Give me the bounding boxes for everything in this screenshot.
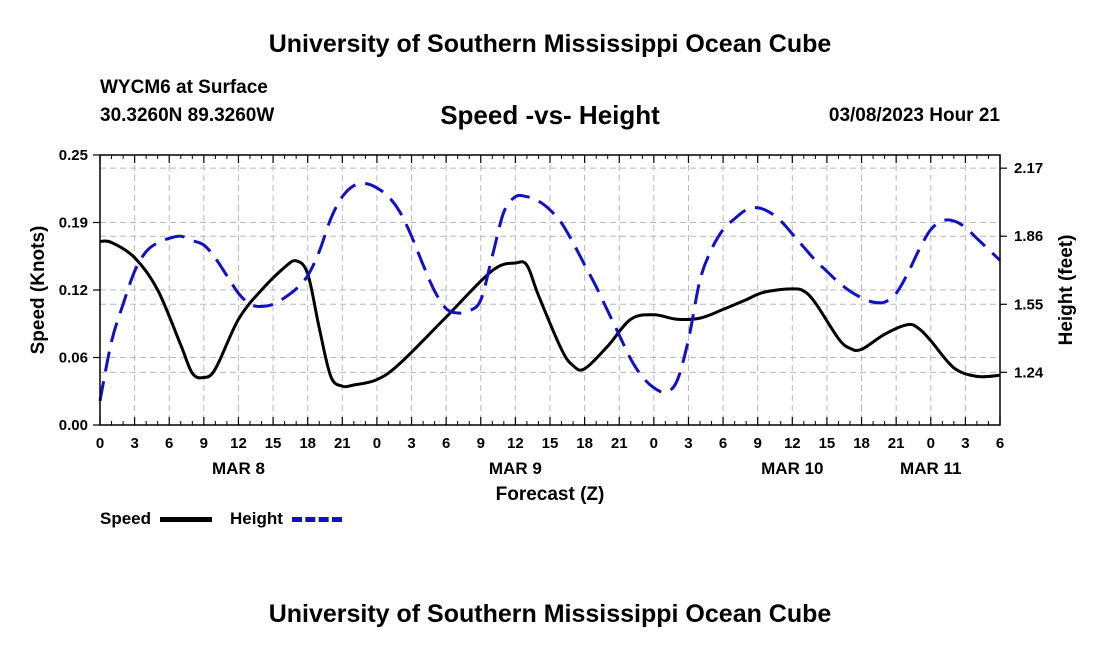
x-tick-label: 9: [477, 435, 485, 452]
x-tick-label: 9: [200, 435, 208, 452]
x-tick-label: 18: [576, 435, 593, 452]
main-title: University of Southern Mississippi Ocean…: [268, 30, 832, 58]
right-tick-label: 1.24: [1014, 364, 1044, 381]
x-tick-label: 21: [888, 435, 905, 452]
x-tick-label: 12: [784, 435, 801, 452]
footer-title: University of Southern Mississippi Ocean…: [268, 600, 832, 628]
date-label: MAR 11: [900, 459, 961, 478]
x-axis-title: Forecast (Z): [496, 484, 605, 505]
x-tick-label: 18: [853, 435, 870, 452]
legend-speed-label: Speed: [100, 509, 152, 528]
legend-speed-swatch: [160, 517, 212, 522]
left-axis-title: Speed (Knots): [28, 226, 49, 355]
x-tick-label: 3: [130, 435, 138, 452]
right-axis-title: Height (feet): [1056, 235, 1077, 346]
chart-subtitle: Speed -vs- Height: [440, 100, 660, 130]
date-label: MAR 9: [489, 459, 542, 478]
x-tick-label: 3: [684, 435, 692, 452]
height-series-line: [98, 181, 1002, 402]
forecast-datetime: 03/08/2023 Hour 21: [828, 105, 1000, 126]
x-tick-label: 0: [96, 435, 104, 452]
x-tick-label: 3: [407, 435, 415, 452]
x-tick-label: 15: [819, 435, 836, 452]
left-tick-label: 0.25: [59, 147, 88, 164]
x-tick-label: 0: [927, 435, 935, 452]
right-tick-label: 1.55: [1014, 296, 1043, 313]
left-tick-label: 0.06: [59, 350, 88, 367]
x-tick-label: 12: [230, 435, 247, 452]
x-tick-label: 9: [754, 435, 762, 452]
station-coordinates: 30.3260N 89.3260W: [100, 105, 275, 126]
legend-height-label: Height: [230, 509, 283, 528]
left-tick-label: 0.00: [59, 417, 88, 434]
date-label: MAR 8: [212, 459, 265, 478]
left-tick-label: 0.19: [59, 215, 88, 232]
x-tick-label: 6: [719, 435, 727, 452]
right-tick-label: 2.17: [1014, 160, 1043, 177]
x-tick-label: 3: [961, 435, 969, 452]
chart-series: [98, 181, 1002, 402]
axis-ticks: [93, 154, 1007, 426]
x-tick-label: 21: [334, 435, 351, 452]
left-tick-label: 0.12: [59, 282, 88, 299]
date-label: MAR 10: [761, 459, 823, 478]
axis-labels: 0 3 6 9 12 15 18 21 0 3 6 9 12 15 18 21 0 3 6 9 12 15 18 21 0 3 6 0…: [28, 147, 1077, 505]
x-tick-label: 6: [996, 435, 1004, 452]
x-tick-label: 6: [165, 435, 173, 452]
legend-height-swatch: [292, 517, 342, 522]
station-name: WYCM6 at Surface: [100, 77, 268, 98]
x-tick-label: 6: [442, 435, 450, 452]
x-tick-label: 15: [542, 435, 559, 452]
x-tick-label: 0: [650, 435, 658, 452]
x-tick-label: 15: [265, 435, 282, 452]
x-tick-label: 0: [373, 435, 381, 452]
right-tick-label: 1.86: [1014, 228, 1043, 245]
x-tick-label: 18: [299, 435, 316, 452]
speed-series-line: [99, 239, 1001, 389]
x-tick-label: 21: [611, 435, 628, 452]
x-tick-label: 12: [507, 435, 524, 452]
